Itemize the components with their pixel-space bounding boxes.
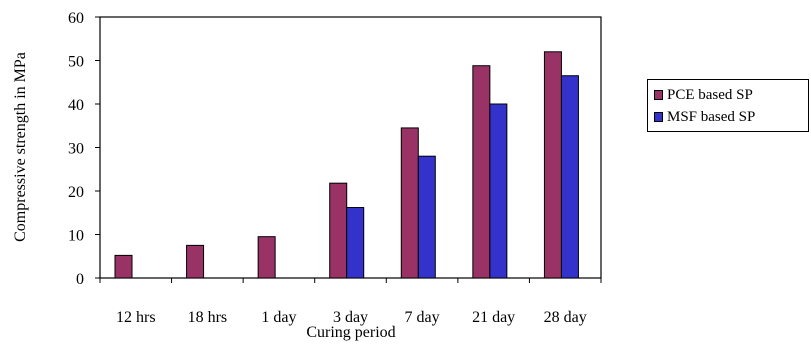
- bar-msf: [417, 155, 436, 279]
- y-tick-label: 50: [68, 54, 84, 71]
- y-tick-label: 0: [76, 271, 84, 288]
- x-tick-label: 28 day: [544, 309, 587, 326]
- y-tick-label: 40: [68, 97, 84, 114]
- x-tick-label: 12 hrs: [116, 309, 156, 326]
- bar-msf: [560, 75, 579, 279]
- bar-pce: [472, 65, 491, 279]
- y-tick-label: 10: [68, 228, 84, 245]
- bar-pce: [543, 51, 562, 279]
- bar-pce: [257, 236, 276, 279]
- legend-label-pce: PCE based SP: [667, 86, 753, 103]
- y-axis-label: Compressive strength in MPa: [12, 52, 29, 242]
- bar-pce: [400, 127, 419, 279]
- bar-pce: [329, 182, 348, 279]
- y-tick-label: 30: [68, 141, 84, 158]
- bar-pce: [186, 244, 205, 279]
- plot-area: [99, 16, 602, 279]
- y-tick-label: 60: [68, 10, 84, 27]
- legend-swatch-msf: [654, 112, 663, 122]
- legend-item-pce: PCE based SP: [654, 86, 753, 104]
- y-axis-ticks: 0 10 20 30 40 50 60: [68, 10, 100, 288]
- x-tick-label: 18 hrs: [188, 309, 228, 326]
- legend-label-msf: MSF based SP: [667, 108, 756, 125]
- bar-pce: [114, 254, 133, 279]
- x-tick-label: 1 day: [261, 309, 296, 326]
- x-axis-label: Curing period: [306, 324, 395, 341]
- legend: PCE based SP MSF based SP: [647, 79, 809, 132]
- legend-swatch-pce: [654, 90, 663, 100]
- bar-msf: [489, 103, 508, 279]
- legend-item-msf: MSF based SP: [654, 108, 755, 126]
- bar-msf: [346, 207, 365, 279]
- x-tick-label: 7 day: [405, 309, 440, 326]
- y-tick-label: 20: [68, 184, 84, 201]
- x-axis-ticks: 12 hrs 18 hrs 1 day 3 day 7 day 21 day 28 day: [99, 278, 602, 326]
- x-tick-label: 21 day: [472, 309, 515, 326]
- x-tick-label: 3 day: [333, 309, 368, 326]
